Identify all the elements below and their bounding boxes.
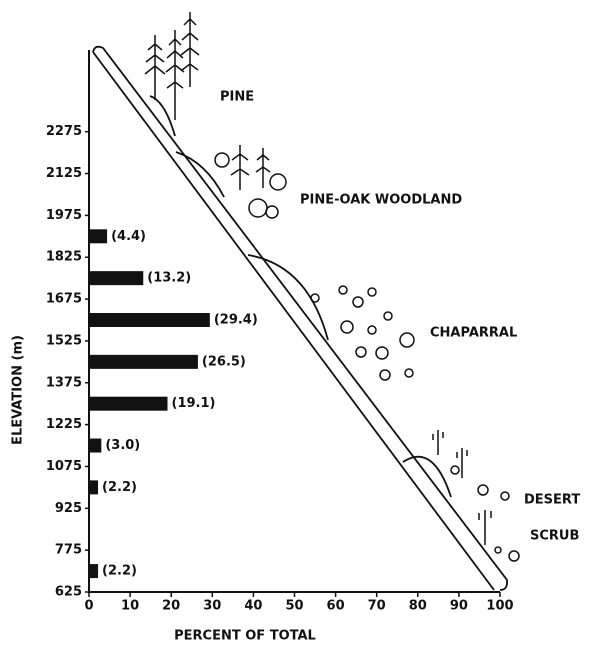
vegetation — [145, 12, 519, 561]
value-label: (19.1) — [172, 396, 216, 411]
y-tick-label: 1225 — [46, 417, 82, 432]
value-label: (29.4) — [214, 313, 258, 328]
y-tick-label: 2275 — [46, 124, 82, 139]
y-tick-label: 1675 — [46, 292, 82, 307]
bar — [89, 271, 143, 285]
x-tick-label: 20 — [162, 599, 180, 614]
bar — [89, 313, 210, 327]
value-label: (26.5) — [202, 354, 246, 369]
value-label: (4.4) — [111, 229, 146, 244]
bar — [89, 439, 101, 453]
y-axis-label: ELEVATION (m) — [11, 335, 26, 445]
bar — [89, 480, 98, 494]
y-tick-label: 1525 — [46, 333, 82, 348]
bar — [89, 397, 168, 411]
y-tick-label: 2125 — [46, 166, 82, 181]
y-tick-label: 1825 — [46, 250, 82, 265]
x-axis-label: PERCENT OF TOTAL — [174, 629, 316, 644]
chart: PERCENT OF TOTAL ELEVATION (m) 0 10 20 30 40… — [0, 0, 596, 648]
value-label: (2.2) — [102, 564, 137, 579]
x-tick-label: 80 — [409, 599, 427, 614]
zone-label: SCRUB — [530, 529, 579, 544]
x-tick-label: 100 — [486, 599, 513, 614]
y-tick-label: 625 — [55, 585, 82, 600]
bar — [89, 229, 107, 243]
zone-label: DESERT — [524, 493, 580, 508]
y-tick-label: 1975 — [46, 208, 82, 223]
x-tick-label: 90 — [450, 599, 468, 614]
zone-label: PINE — [220, 90, 254, 105]
zone-label: CHAPARRAL — [430, 326, 517, 341]
y-tick-label: 925 — [55, 501, 82, 516]
value-label: (3.0) — [105, 438, 140, 453]
x-tick-label: 10 — [121, 599, 139, 614]
x-tick-label: 40 — [244, 599, 262, 614]
bar — [89, 564, 98, 578]
x-tick-label: 70 — [368, 599, 386, 614]
zone-label: PINE-OAK WOODLAND — [300, 193, 462, 208]
bar — [89, 355, 198, 369]
y-tick-label: 775 — [55, 543, 82, 558]
x-tick-label: 60 — [327, 599, 345, 614]
value-label: (13.2) — [147, 271, 191, 286]
y-tick-label: 1375 — [46, 375, 82, 390]
value-label: (2.2) — [102, 480, 137, 495]
y-tick-label: 1075 — [46, 459, 82, 474]
x-tick-label: 0 — [84, 599, 93, 614]
x-tick-label: 30 — [203, 599, 221, 614]
x-tick-label: 50 — [285, 599, 303, 614]
